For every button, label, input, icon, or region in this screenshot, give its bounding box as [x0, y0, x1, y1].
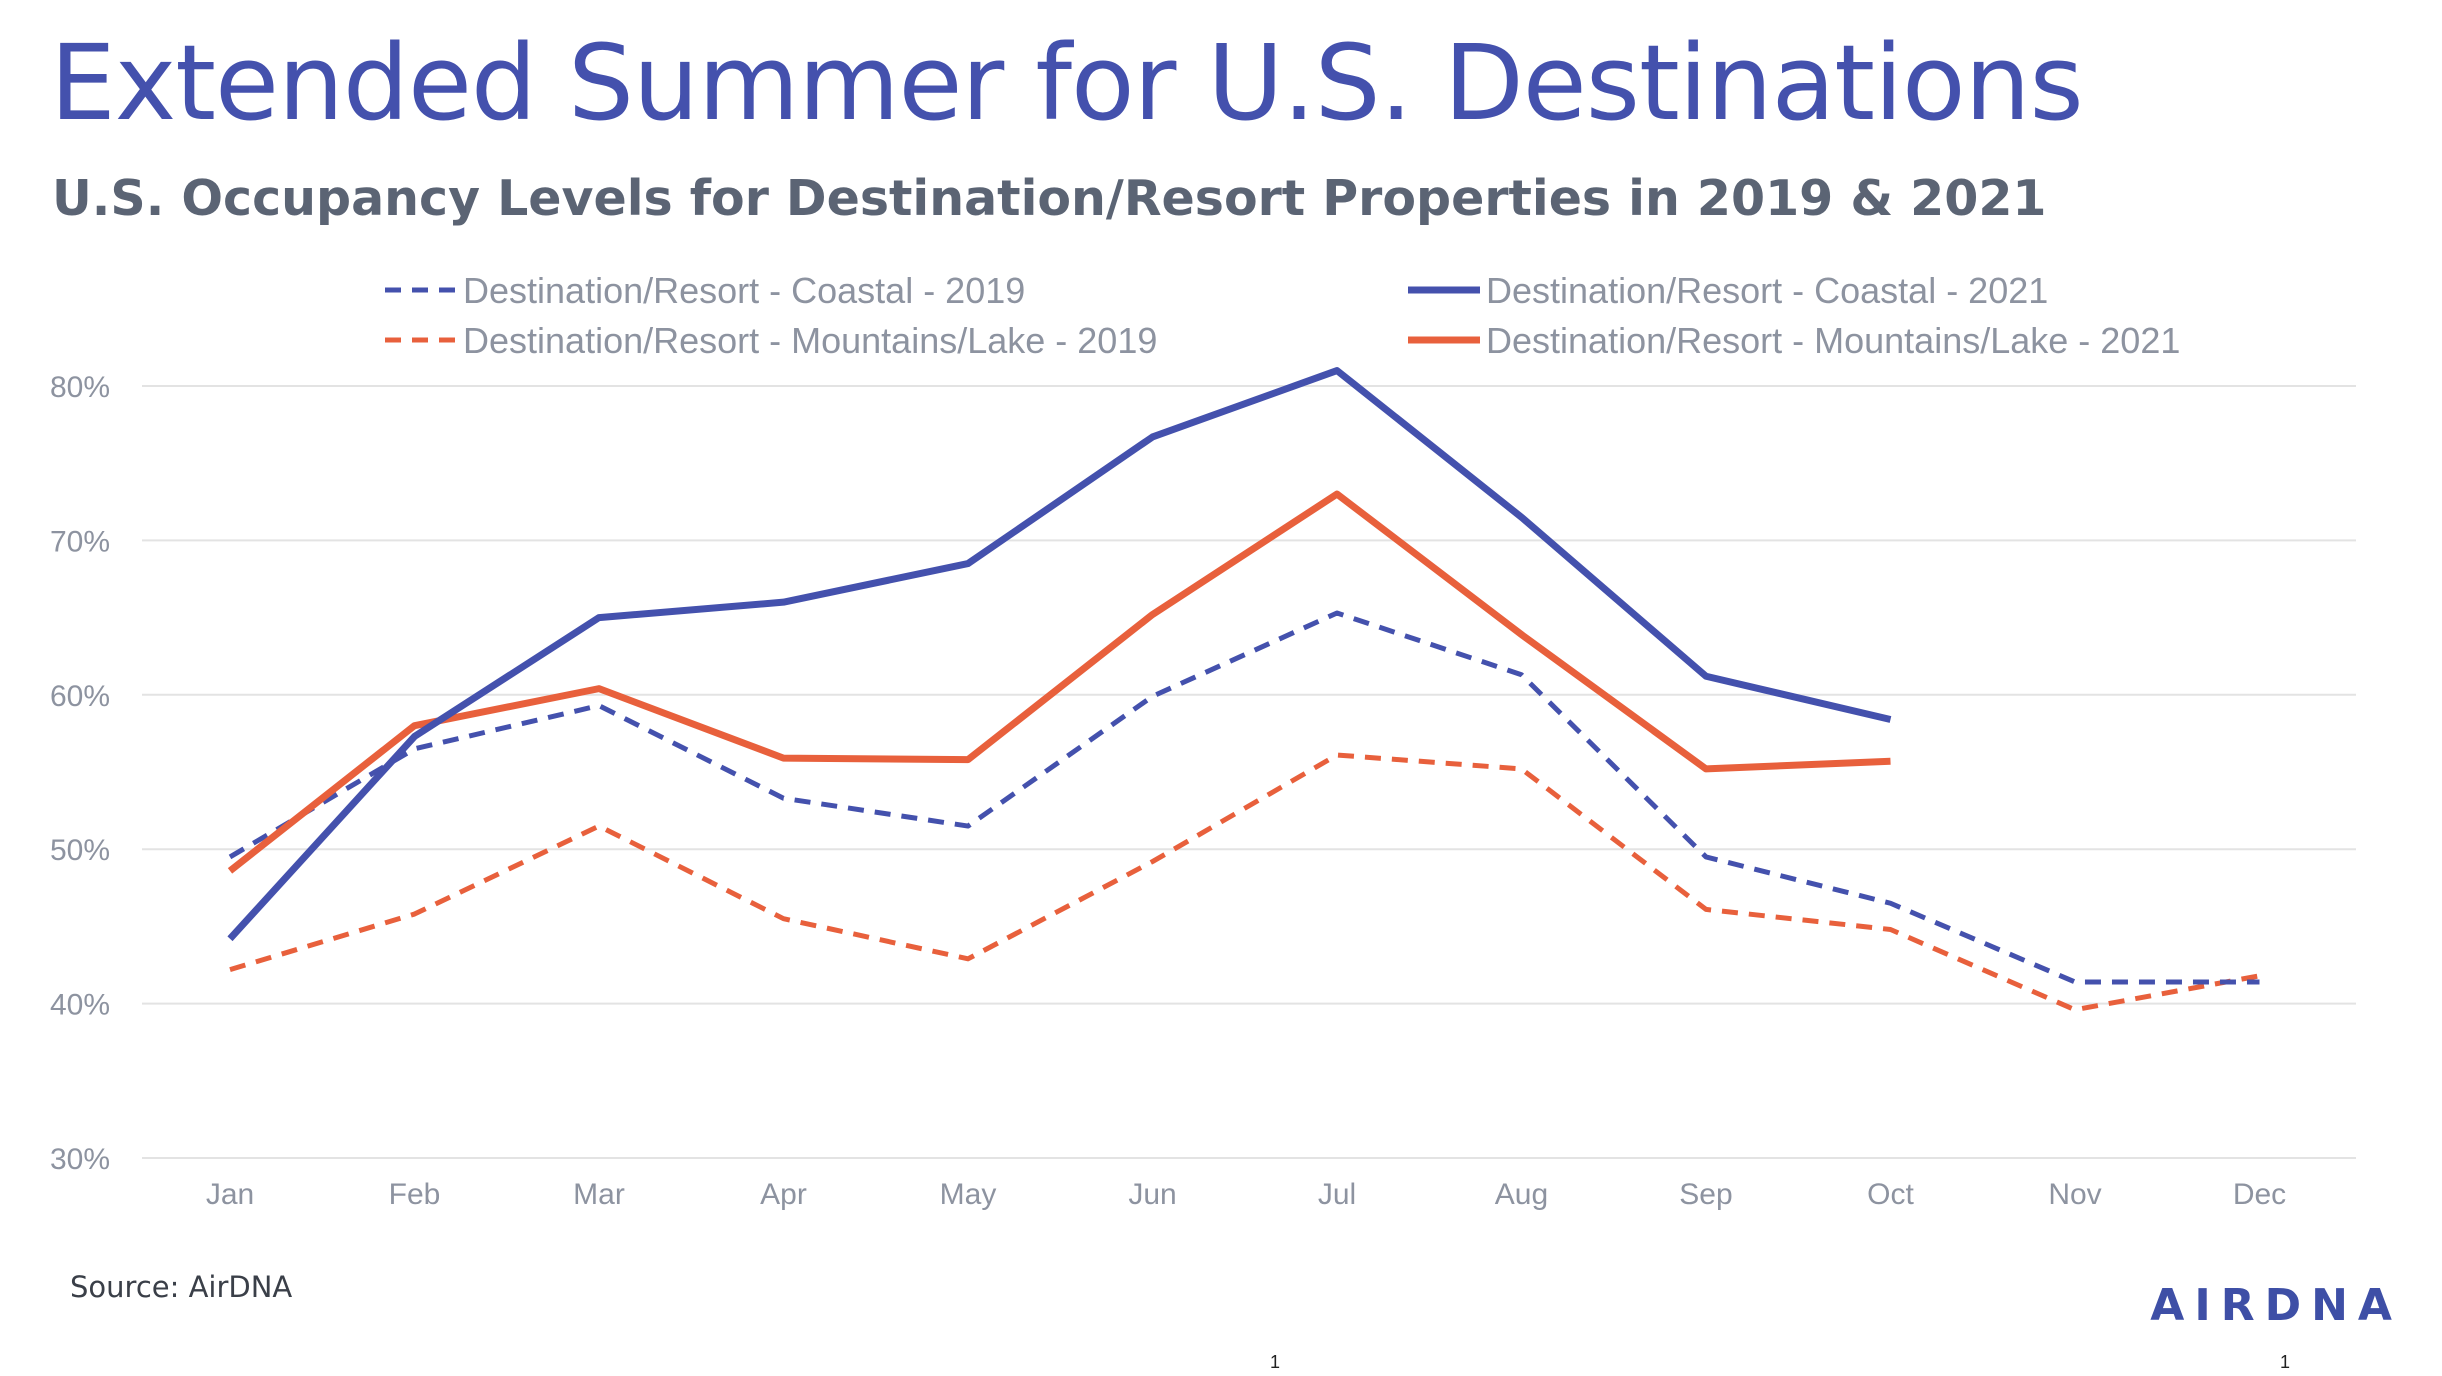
- x-tick-label: Dec: [2233, 1178, 2286, 1211]
- y-tick-label: 60%: [50, 680, 110, 713]
- x-tick-label: Nov: [2048, 1178, 2101, 1211]
- x-tick-label: May: [940, 1178, 997, 1211]
- y-tick-label: 30%: [50, 1143, 110, 1176]
- airdna-logo: AIRDNA: [2150, 1280, 2402, 1331]
- x-tick-label: Feb: [389, 1178, 441, 1211]
- legend-item: Destination/Resort - Mountains/Lake - 20…: [1408, 320, 2180, 361]
- series-line-destination-resort-mountains-lake-2019: [229, 752, 2260, 1013]
- chart-gridlines: [142, 385, 2356, 1159]
- x-tick-label: Jun: [1128, 1178, 1176, 1211]
- page-number-center: 1: [1270, 1352, 1281, 1372]
- y-tick-label: 50%: [50, 834, 110, 867]
- legend-item: Destination/Resort - Coastal - 2019: [385, 270, 1025, 311]
- x-tick-label: Jan: [206, 1178, 254, 1211]
- x-tick-label: Sep: [1679, 1178, 1732, 1211]
- page-number-right: 1: [2280, 1352, 2291, 1372]
- y-axis-labels: 30% 40% 50% 60% 70% 80%: [50, 371, 110, 1176]
- x-tick-label: Aug: [1495, 1178, 1548, 1211]
- legend-item: Destination/Resort - Coastal - 2021: [1408, 270, 2048, 311]
- legend-label: Destination/Resort - Mountains/Lake - 20…: [1486, 320, 2180, 361]
- x-tick-label: Mar: [573, 1178, 625, 1211]
- page-title: Extended Summer for U.S. Destinations: [50, 22, 2084, 144]
- legend-label: Destination/Resort - Coastal - 2021: [1486, 270, 2048, 311]
- y-tick-label: 70%: [50, 525, 110, 558]
- chart-legend: Destination/Resort - Coastal - 2019 Desti…: [385, 270, 2180, 361]
- x-axis-labels: Jan Feb Mar Apr May Jun Jul Aug Sep Oct Nov Dec: [206, 1178, 2286, 1211]
- x-tick-label: Apr: [760, 1178, 807, 1211]
- series-line-destination-resort-coastal-2021: [227, 367, 1892, 942]
- x-tick-label: Jul: [1318, 1178, 1356, 1211]
- occupancy-line-chart: Destination/Resort - Coastal - 2019 Desti…: [50, 270, 2356, 1211]
- series-line-destination-resort-coastal-2019: [228, 610, 2260, 985]
- legend-label: Destination/Resort - Mountains/Lake - 20…: [463, 320, 1157, 361]
- y-tick-label: 80%: [50, 371, 110, 404]
- legend-item: Destination/Resort - Mountains/Lake - 20…: [385, 320, 1157, 361]
- y-tick-label: 40%: [50, 989, 110, 1022]
- source-note: Source: AirDNA: [70, 1270, 293, 1304]
- legend-label: Destination/Resort - Coastal - 2019: [463, 270, 1025, 311]
- chart-series: [227, 367, 2260, 1013]
- chart-subtitle: U.S. Occupancy Levels for Destination/Re…: [52, 170, 2047, 227]
- series-line-destination-resort-mountains-lake-2021: [227, 490, 1891, 874]
- x-tick-label: Oct: [1867, 1178, 1914, 1211]
